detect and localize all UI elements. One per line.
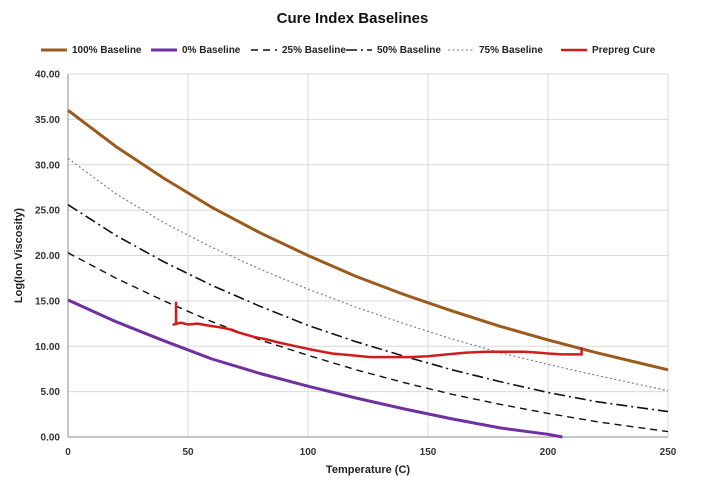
tick-labels: 0.00 5.00 10.00 15.00 20.00 25.00 30.00 35.00 40… [35,70,677,459]
y-tick-label: 40.00 [35,70,60,81]
x-axis-title: Temperature (C) [326,464,410,476]
series-line-75-baseline [67,157,669,392]
legend-item: 25% Baseline [250,42,346,58]
series-lines [67,109,669,439]
legend-swatch [151,48,177,52]
legend-item: 0% Baseline [150,42,240,58]
series-line-0-baseline [67,298,563,439]
x-tick-label: 200 [540,447,557,458]
legend-label: 75% Baseline [479,44,543,56]
y-tick-label: 15.00 [35,296,60,307]
legend-label: 100% Baseline [72,44,142,56]
x-tick-label: 50 [182,447,194,458]
x-tick-label: 250 [660,447,677,458]
x-tick-label: 0 [65,447,71,458]
legend-item: 50% Baseline [345,42,441,58]
y-tick-label: 5.00 [41,387,61,398]
y-tick-label: 0.00 [41,433,61,444]
legend-swatch [251,49,277,51]
gridlines [67,73,669,438]
y-tick-label: 25.00 [35,206,60,217]
legend-label: 25% Baseline [282,44,346,56]
series-line-25-baseline [67,252,669,433]
y-tick-label: 10.00 [35,342,60,353]
legend-label: 0% Baseline [182,44,241,56]
legend-swatch [346,49,372,51]
y-axis-title: Log(Ion Viscosity) [13,208,25,303]
axes [67,74,668,438]
legend-label: Prepreg Cure [592,44,656,56]
series-line-50-baseline [67,204,669,413]
y-tick-label: 30.00 [35,160,60,171]
chart-title: Cure Index Baselines [276,10,429,27]
y-tick-label: 20.00 [35,251,60,262]
x-tick-label: 150 [420,447,437,458]
legend-swatch [41,48,67,52]
legend-swatch [561,48,587,52]
legend-item: 75% Baseline [447,42,543,58]
y-tick-label: 35.00 [35,115,60,126]
series-line-prepreg-cure [172,301,583,359]
x-tick-label: 100 [300,447,317,458]
legend-label: 50% Baseline [377,44,441,56]
legend: 100% Baseline 0% Baseline 25% Baseline 50% … [0,42,705,58]
series-line-100-baseline [67,109,669,372]
legend-item: 100% Baseline [40,42,142,58]
legend-item: Prepreg Cure [560,42,655,58]
